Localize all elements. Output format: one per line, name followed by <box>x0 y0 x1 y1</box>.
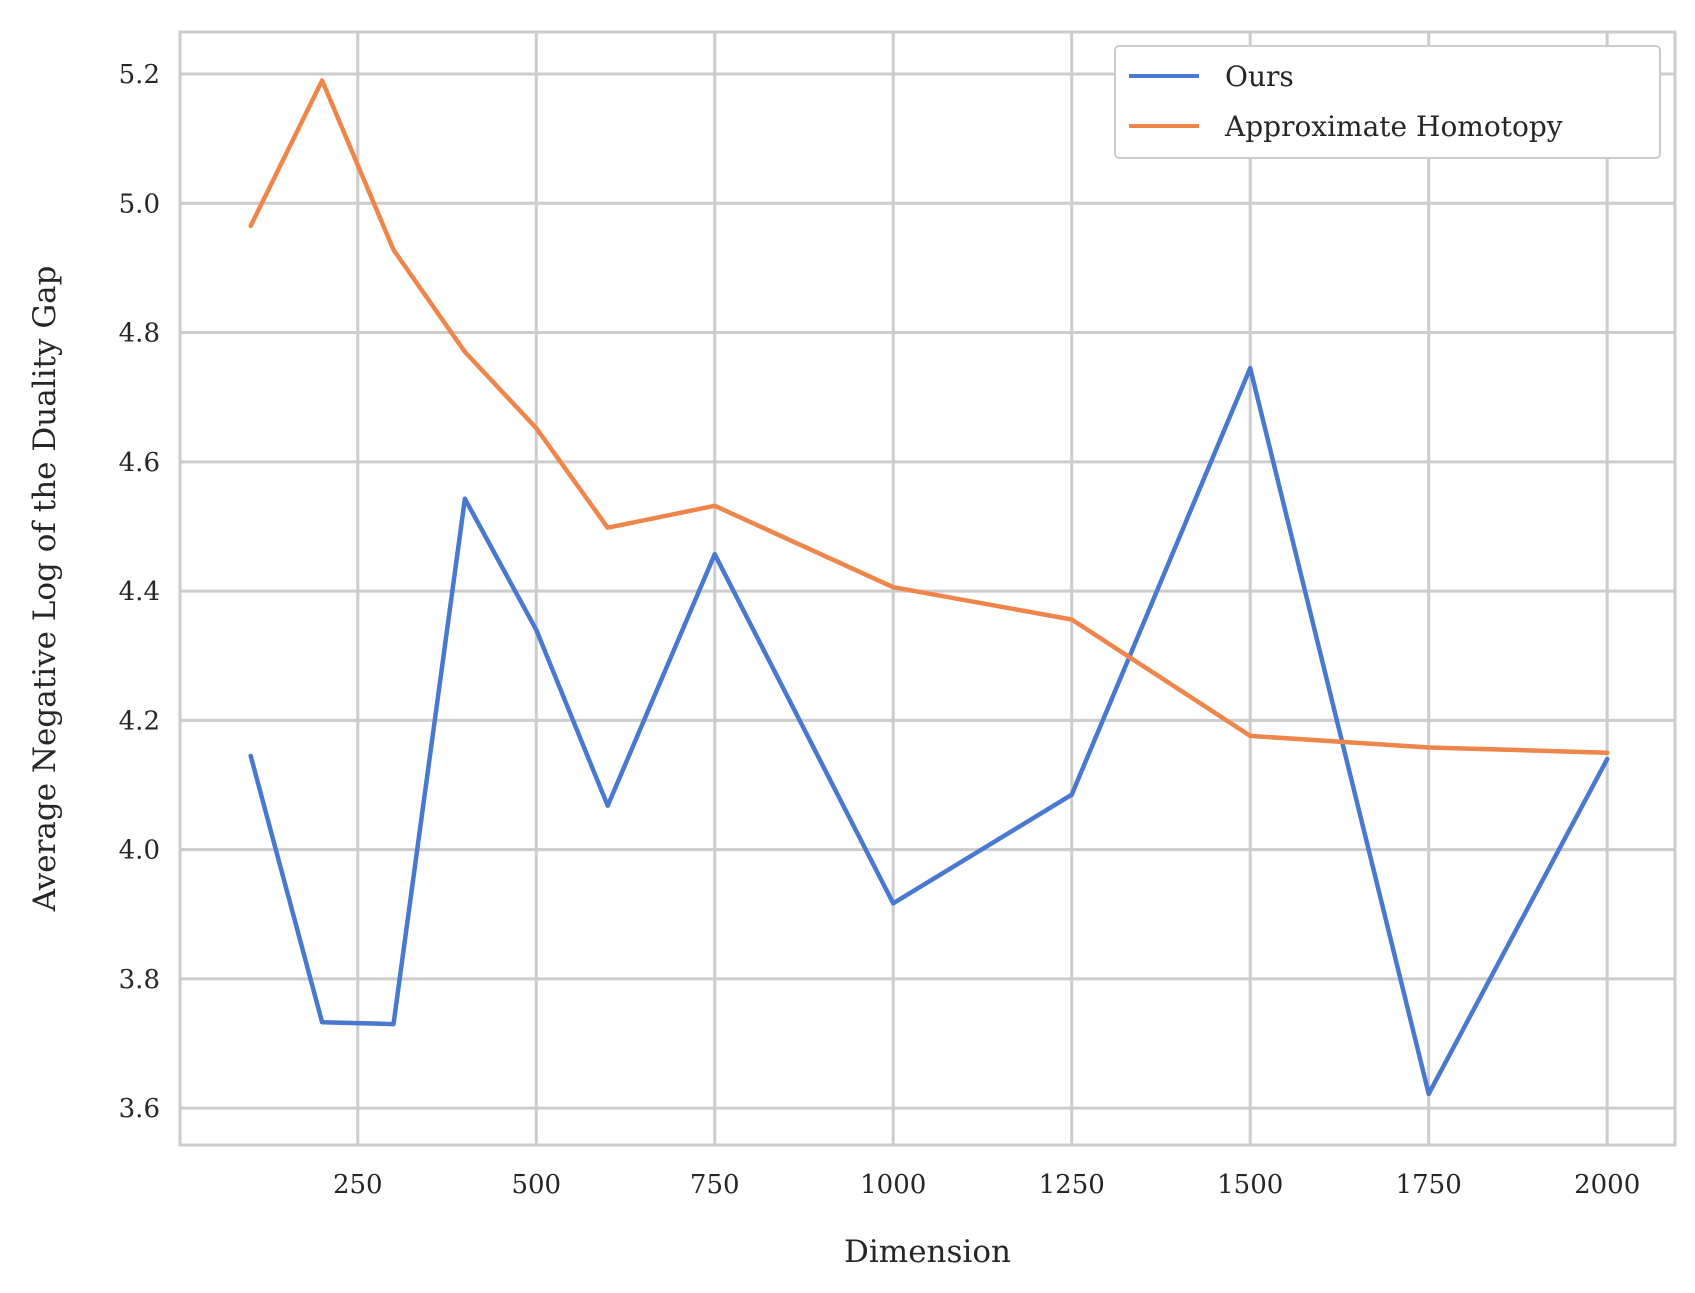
series-lines <box>248 78 1610 1097</box>
y-axis-title: Average Negative Log of the Duality Gap <box>27 266 63 913</box>
legend-box <box>1114 45 1661 159</box>
legend: Ours Approximate Homotopy <box>1114 45 1661 159</box>
legend-label-ours: Ours <box>1225 60 1294 93</box>
y-tick-labels: 3.6 3.8 4.0 4.2 4.4 4.6 4.8 5.0 5.2 <box>119 60 160 1124</box>
y-tick-label: 4.4 <box>119 577 160 607</box>
x-tick-labels: 250 500 750 1000 1250 1500 1750 2000 <box>333 1170 1640 1200</box>
x-tick-label: 1250 <box>1039 1170 1105 1200</box>
x-axis-title: Dimension <box>844 1234 1011 1270</box>
x-tick-label: 750 <box>690 1170 740 1200</box>
y-tick-label: 3.6 <box>119 1094 160 1124</box>
x-tick-label: 500 <box>511 1170 561 1200</box>
y-tick-label: 5.0 <box>119 189 160 219</box>
y-tick-label: 4.6 <box>119 448 160 478</box>
y-tick-label: 5.2 <box>119 60 160 90</box>
x-tick-label: 2000 <box>1574 1170 1640 1200</box>
y-tick-label: 4.8 <box>119 319 160 349</box>
grid <box>180 32 1675 1145</box>
x-tick-label: 1500 <box>1217 1170 1283 1200</box>
y-tick-label: 4.0 <box>119 836 160 866</box>
y-tick-label: 4.2 <box>119 706 160 736</box>
y-tick-label: 3.8 <box>119 965 160 995</box>
x-tick-label: 1000 <box>860 1170 926 1200</box>
legend-label-approximate-homotopy: Approximate Homotopy <box>1224 110 1563 143</box>
x-tick-label: 1750 <box>1396 1170 1462 1200</box>
series-line-ours <box>248 365 1610 1097</box>
x-tick-label: 250 <box>333 1170 383 1200</box>
plot-frame <box>178 30 1677 1147</box>
series-line-approximate-homotopy <box>248 78 1610 755</box>
